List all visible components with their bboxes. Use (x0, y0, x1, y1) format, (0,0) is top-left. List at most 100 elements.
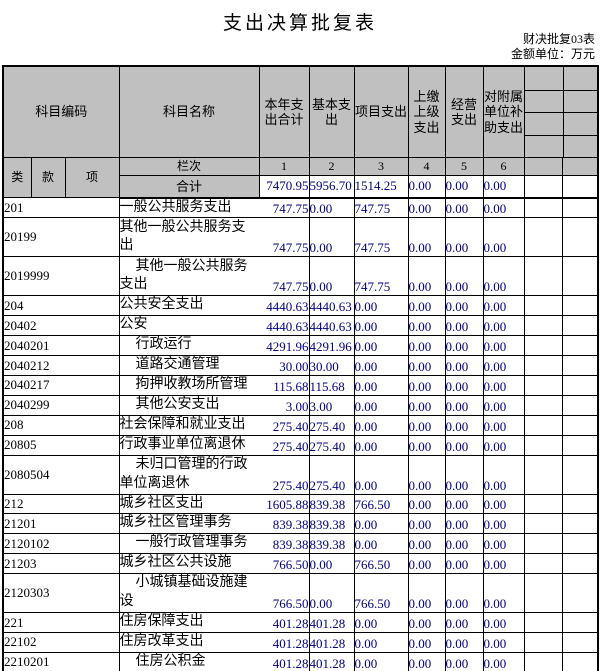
empty-cell (523, 315, 563, 337)
subject-code-cell: 21201 (2, 513, 120, 535)
value-cell: 766.50 (353, 493, 409, 515)
subject-name-cell: 一般行政管理事务 (118, 533, 260, 555)
subject-code-cell: 2040299 (2, 394, 120, 416)
table-row: 208 社会保障和就业支出 275.40 275.40 0.00 0.00 0.00 0.00 (2, 414, 599, 436)
empty-cell (523, 175, 563, 199)
value-cell: 747.75 (259, 196, 310, 219)
value-cell: 0.00 (407, 394, 446, 416)
value-cell: 275.40 (259, 434, 310, 456)
value-cell: 0.00 (444, 454, 484, 495)
value-cell: 4291.96 (259, 335, 310, 357)
value-cell: 275.40 (259, 454, 310, 495)
value-cell: 0.00 (444, 651, 484, 671)
total-value: 5956.70 (308, 175, 355, 199)
value-cell: 0.00 (444, 493, 484, 515)
total-value: 7470.95 (259, 175, 310, 199)
value-cell: 401.28 (259, 631, 310, 653)
lanci-label: 栏次 (118, 157, 260, 176)
page-title: 支出决算批复表 (222, 13, 377, 34)
empty-cell (523, 355, 563, 376)
empty-cell (523, 533, 563, 555)
empty-cell (523, 374, 563, 396)
expenditure-table: 科目编码 科目名称 本年支出合计 基本支出 项目支出 上缴上级支出 经营支出 对… (2, 65, 600, 671)
total-value: 0.00 (444, 175, 484, 199)
empty-cell (523, 573, 563, 614)
value-cell: 0.00 (444, 335, 484, 357)
value-cell: 0.00 (482, 612, 525, 633)
subject-name-cell: 行政事业单位离退休 (118, 434, 260, 456)
header-extra-cells (523, 65, 599, 158)
value-cell: 275.40 (308, 414, 355, 436)
header-row: 科目编码 科目名称 本年支出合计 基本支出 项目支出 上缴上级支出 经营支出 对… (2, 65, 599, 158)
subject-name-cell: 住房改革支出 (118, 631, 260, 653)
value-cell: 747.75 (353, 196, 409, 219)
value-cell: 766.50 (353, 553, 409, 575)
value-cell: 747.75 (353, 217, 409, 258)
header-col-total: 本年支出合计 (258, 65, 310, 158)
value-cell: 0.00 (444, 631, 484, 653)
table-body: 201 一般公共服务支出 747.75 0.00 747.75 0.00 0.00 0.00 2… (2, 196, 599, 671)
empty-cell (561, 335, 599, 357)
header-subject-name: 科目名称 (118, 65, 260, 158)
table-row: 22102 住房改革支出 401.28 401.28 0.00 0.00 0.00 0.00 (2, 631, 599, 653)
value-cell: 0.00 (444, 355, 484, 376)
value-cell: 0.00 (407, 493, 446, 515)
subject-name-cell: 未归口管理的行政单位离退休 (118, 454, 260, 495)
empty-cell (561, 196, 599, 219)
value-cell: 0.00 (407, 553, 446, 575)
value-cell: 0.00 (353, 631, 409, 653)
empty-cell (561, 513, 599, 535)
subject-code-cell: 20199 (2, 217, 120, 258)
total-value: 1514.25 (353, 175, 409, 199)
table-row: 2120102 一般行政管理事务 839.38 839.38 0.00 0.00 0.00 0… (2, 533, 599, 555)
subject-name-cell: 小城镇基础设施建设 (118, 573, 260, 614)
subject-code-cell: 20402 (2, 315, 120, 337)
subject-name-cell: 住房保障支出 (118, 612, 260, 633)
value-cell: 0.00 (353, 335, 409, 357)
col-number-3: 3 (353, 157, 409, 176)
value-cell: 0.00 (407, 434, 446, 456)
value-cell: 0.00 (482, 493, 525, 515)
empty-cell (523, 612, 563, 633)
value-cell: 0.00 (444, 374, 484, 396)
empty-cell (561, 573, 599, 614)
grand-total-row: 合计 7470.95 5956.70 1514.25 0.00 0.00 0.0… (3, 175, 599, 199)
col-number-2: 2 (308, 157, 355, 176)
value-cell: 0.00 (444, 573, 484, 614)
subject-name-cell: 其他一般公共服务支出 (118, 256, 260, 297)
value-cell: 3.00 (308, 394, 355, 416)
value-cell: 0.00 (444, 217, 484, 258)
header-subject-code: 科目编码 (2, 65, 120, 158)
value-cell: 0.00 (444, 256, 484, 297)
value-cell: 766.50 (259, 573, 310, 614)
col-number-6: 6 (482, 157, 525, 176)
value-cell: 0.00 (482, 573, 525, 614)
empty-cell (561, 157, 599, 176)
value-cell: 0.00 (353, 414, 409, 436)
value-cell: 0.00 (444, 394, 484, 416)
value-cell: 0.00 (353, 434, 409, 456)
subject-code-cell: 212 (2, 493, 120, 515)
value-cell: 0.00 (482, 196, 525, 219)
subject-code-cell: 204 (2, 295, 120, 317)
value-cell: 0.00 (482, 394, 525, 416)
value-cell: 115.68 (308, 374, 355, 396)
value-cell: 0.00 (407, 256, 446, 297)
value-cell: 0.00 (482, 631, 525, 653)
table-row: 2120303 小城镇基础设施建设 766.50 0.00 766.50 0.00 0.00… (2, 573, 599, 614)
empty-cell (523, 454, 563, 495)
value-cell: 0.00 (407, 454, 446, 495)
empty-cell (561, 315, 599, 337)
value-cell: 0.00 (482, 295, 525, 317)
subject-code-cell: 2080504 (2, 454, 120, 495)
value-cell: 4291.96 (308, 335, 355, 357)
subject-code-cell: 208 (2, 414, 120, 436)
value-cell: 30.00 (308, 355, 355, 376)
value-cell: 839.38 (308, 493, 355, 515)
value-cell: 0.00 (407, 513, 446, 535)
table-row: 20805 行政事业单位离退休 275.40 275.40 0.00 0.00 0.00 0.… (2, 434, 599, 456)
value-cell: 275.40 (308, 454, 355, 495)
subject-name-cell: 行政运行 (118, 335, 260, 357)
value-cell: 275.40 (308, 434, 355, 456)
